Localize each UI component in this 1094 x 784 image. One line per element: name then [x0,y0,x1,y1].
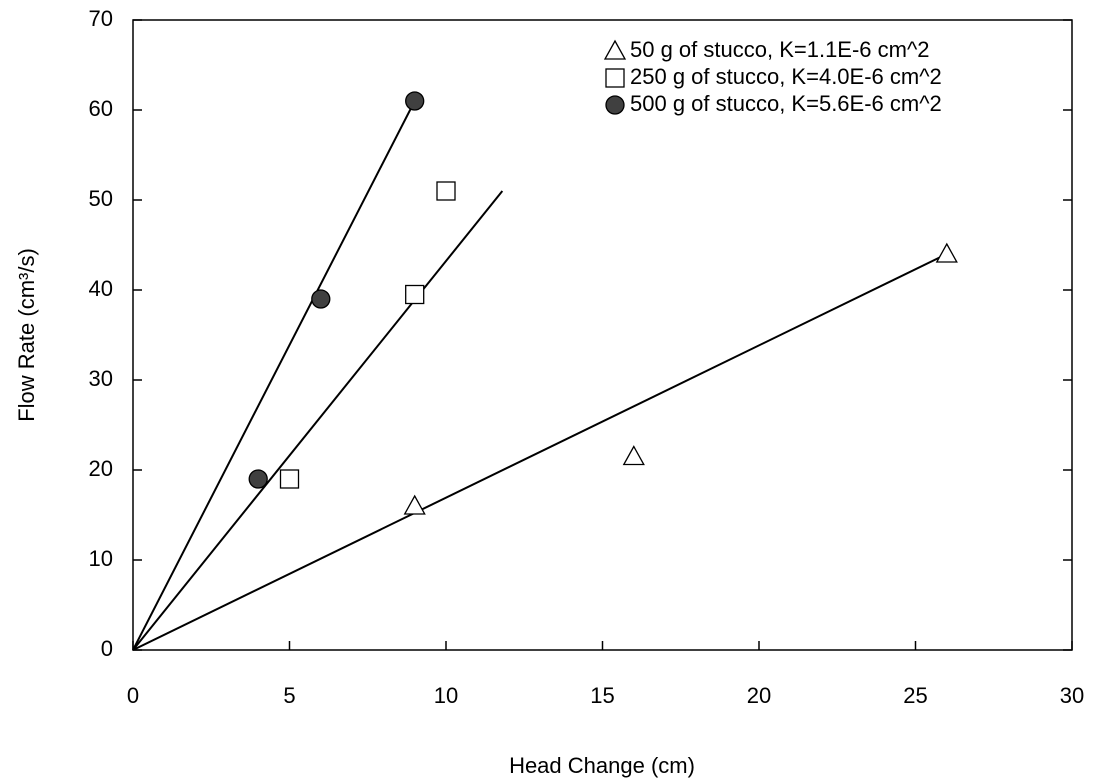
x-axis-title: Head Change (cm) [509,753,695,778]
y-tick-label: 30 [89,366,113,391]
y-tick-label: 20 [89,456,113,481]
legend-label: 250 g of stucco, K=4.0E-6 cm^2 [630,64,942,89]
marker-square [405,284,425,305]
marker-triangle [403,494,426,515]
trendline [132,253,948,651]
y-tick-label: 0 [101,636,113,661]
marker-square [605,68,625,88]
y-tick-label: 10 [89,546,113,571]
x-tick-label: 30 [1060,683,1084,708]
marker-circle [405,91,425,111]
marker-circle [605,95,625,115]
marker-triangle [622,445,645,466]
legend-label: 50 g of stucco, K=1.1E-6 cm^2 [630,37,930,62]
x-tick-label: 0 [127,683,139,708]
trendline [132,190,504,651]
marker-circle [248,469,268,489]
x-tick-label: 15 [590,683,614,708]
trendline [132,100,416,651]
marker-triangle [935,242,958,263]
legend-label: 500 g of stucco, K=5.6E-6 cm^2 [630,91,942,116]
marker-square [436,181,456,201]
y-tick-label: 70 [89,6,113,31]
x-tick-label: 20 [747,683,771,708]
x-tick-label: 25 [903,683,927,708]
marker-triangle [603,39,627,60]
y-tick-label: 40 [89,276,113,301]
x-tick-label: 10 [434,683,458,708]
y-axis-title: Flow Rate (cm³/s) [14,248,39,422]
marker-circle [311,289,331,309]
y-tick-label: 60 [89,96,113,121]
marker-square [279,469,300,489]
x-tick-label: 5 [283,683,295,708]
y-tick-label: 50 [89,186,113,211]
